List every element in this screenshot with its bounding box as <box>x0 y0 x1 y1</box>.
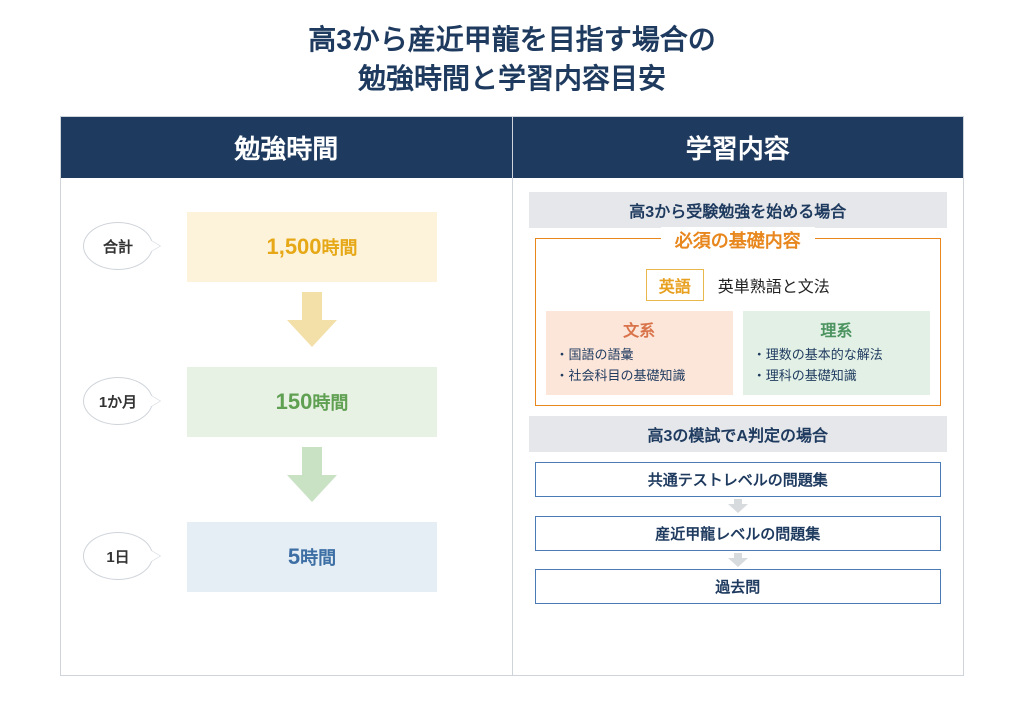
sciences-item: 理数の基本的な解法 <box>753 345 920 366</box>
english-tag: 英語 <box>646 269 704 301</box>
title-line-2: 勉強時間と学習内容目安 <box>60 59 964 98</box>
time-block: 1,500時間 <box>187 212 437 282</box>
steps-flow: 共通テストレベルの問題集産近甲龍レベルの問題集過去問 <box>529 462 948 604</box>
step-arrow-icon <box>529 553 948 568</box>
humanities-box: 文系 国語の語彙社会科目の基礎知識 <box>546 311 733 395</box>
english-desc: 英単熟語と文法 <box>718 273 830 297</box>
time-unit: 時間 <box>300 544 336 570</box>
humanities-list: 国語の語彙社会科目の基礎知識 <box>556 345 723 387</box>
down-arrow-icon <box>287 292 337 347</box>
humanities-title: 文系 <box>556 317 723 341</box>
time-block: 5時間 <box>187 522 437 592</box>
sciences-box: 理系 理数の基本的な解法理科の基礎知識 <box>743 311 930 395</box>
humanities-item: 社会科目の基礎知識 <box>556 366 723 387</box>
sciences-item: 理科の基礎知識 <box>753 366 920 387</box>
section-start: 高3から受験勉強を始める場合 必須の基礎内容 英語 英単熟語と文法 文系 国語の… <box>529 192 948 406</box>
content-header: 学習内容 <box>513 117 964 178</box>
time-label-bubble: 合計 <box>83 222 153 270</box>
down-arrow-icon <box>287 447 337 502</box>
time-value: 5 <box>288 544 300 570</box>
step-box: 産近甲龍レベルの問題集 <box>535 516 942 551</box>
sciences-list: 理数の基本的な解法理科の基礎知識 <box>753 345 920 387</box>
time-label-bubble: 1か月 <box>83 377 153 425</box>
time-block: 150時間 <box>187 367 437 437</box>
study-time-column: 勉強時間 合計1,500時間1か月150時間1日5時間 <box>61 117 513 675</box>
required-title: 必須の基礎内容 <box>661 227 815 253</box>
step-box: 共通テストレベルの問題集 <box>535 462 942 497</box>
time-value: 1,500 <box>266 234 321 260</box>
study-time-body: 合計1,500時間1か月150時間1日5時間 <box>61 178 512 675</box>
main-title: 高3から産近甲龍を目指す場合の 勉強時間と学習内容目安 <box>60 20 964 98</box>
time-flow: 合計1,500時間1か月150時間1日5時間 <box>77 192 496 661</box>
study-time-header: 勉強時間 <box>61 117 512 178</box>
content-body: 高3から受験勉強を始める場合 必須の基礎内容 英語 英単熟語と文法 文系 国語の… <box>513 178 964 675</box>
english-row: 英語 英単熟語と文法 <box>546 269 931 301</box>
time-label-bubble: 1日 <box>83 532 153 580</box>
main-container: 勉強時間 合計1,500時間1か月150時間1日5時間 学習内容 高3から受験勉… <box>60 116 964 676</box>
section-start-header: 高3から受験勉強を始める場合 <box>529 192 948 228</box>
required-box: 必須の基礎内容 英語 英単熟語と文法 文系 国語の語彙社会科目の基礎知識 理系 … <box>535 238 942 406</box>
section-a-rank: 高3の模試でA判定の場合 共通テストレベルの問題集産近甲龍レベルの問題集過去問 <box>529 416 948 604</box>
time-unit: 時間 <box>322 234 358 260</box>
time-unit: 時間 <box>312 389 348 415</box>
section-a-rank-header: 高3の模試でA判定の場合 <box>529 416 948 452</box>
step-arrow-icon <box>529 499 948 514</box>
sciences-title: 理系 <box>753 317 920 341</box>
content-column: 学習内容 高3から受験勉強を始める場合 必須の基礎内容 英語 英単熟語と文法 文… <box>513 117 964 675</box>
step-box: 過去問 <box>535 569 942 604</box>
title-line-1: 高3から産近甲龍を目指す場合の <box>60 20 964 59</box>
track-split: 文系 国語の語彙社会科目の基礎知識 理系 理数の基本的な解法理科の基礎知識 <box>546 311 931 395</box>
humanities-item: 国語の語彙 <box>556 345 723 366</box>
time-value: 150 <box>276 389 313 415</box>
